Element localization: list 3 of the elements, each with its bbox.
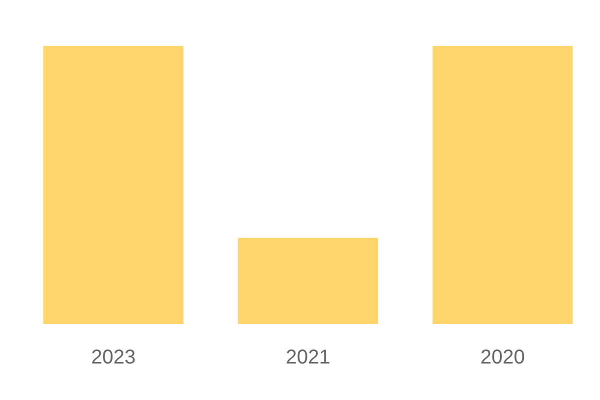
x-tick-label: 2021 <box>286 346 330 369</box>
x-tick-label: 2023 <box>91 346 136 369</box>
x-tick-label: 2020 <box>480 346 525 369</box>
